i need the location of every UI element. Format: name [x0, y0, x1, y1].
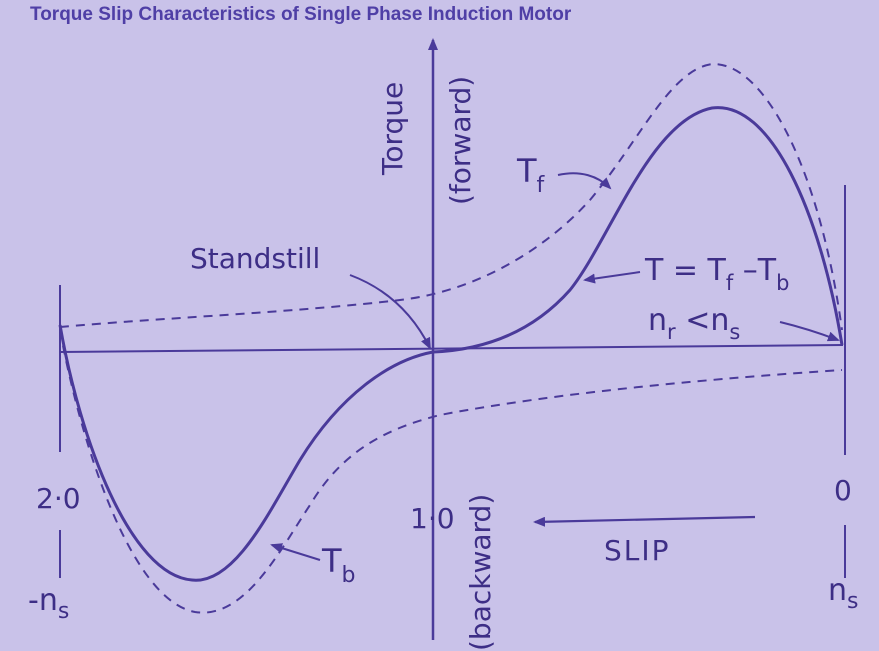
resultant-arrow [583, 271, 641, 284]
resultant-torque-curve [58, 106, 844, 582]
slip-value-left: 2·0 [36, 482, 81, 515]
tf-arrow [557, 172, 612, 190]
standstill-label: Standstill [190, 242, 320, 275]
slip-axis [59, 344, 844, 353]
tb-arrow [270, 543, 321, 561]
standstill-arrow [349, 274, 431, 350]
forward-label: (forward) [444, 76, 477, 205]
tf-label: Tf [516, 152, 546, 198]
nr-arrow [779, 321, 840, 342]
slip-direction-arrow [533, 515, 756, 527]
slip-value-right: 0 [834, 474, 852, 507]
speed-right-label: ns [828, 573, 858, 614]
torque-label: Torque [376, 82, 409, 176]
speed-left-label: -ns [28, 583, 69, 624]
tb-label: Tb [321, 542, 356, 588]
forward-torque-curve [59, 62, 843, 331]
slip-label: SLIP [604, 534, 671, 567]
diagram-title: Torque Slip Characteristics of Single Ph… [30, 4, 572, 25]
backward-label: (backward) [464, 494, 497, 651]
backward-torque-curve [59, 329, 843, 614]
nr-ns-label: nr <ns [648, 303, 740, 344]
slip-value-center: 1·0 [410, 502, 455, 535]
resultant-label: T = Tf –Tb [644, 253, 789, 295]
